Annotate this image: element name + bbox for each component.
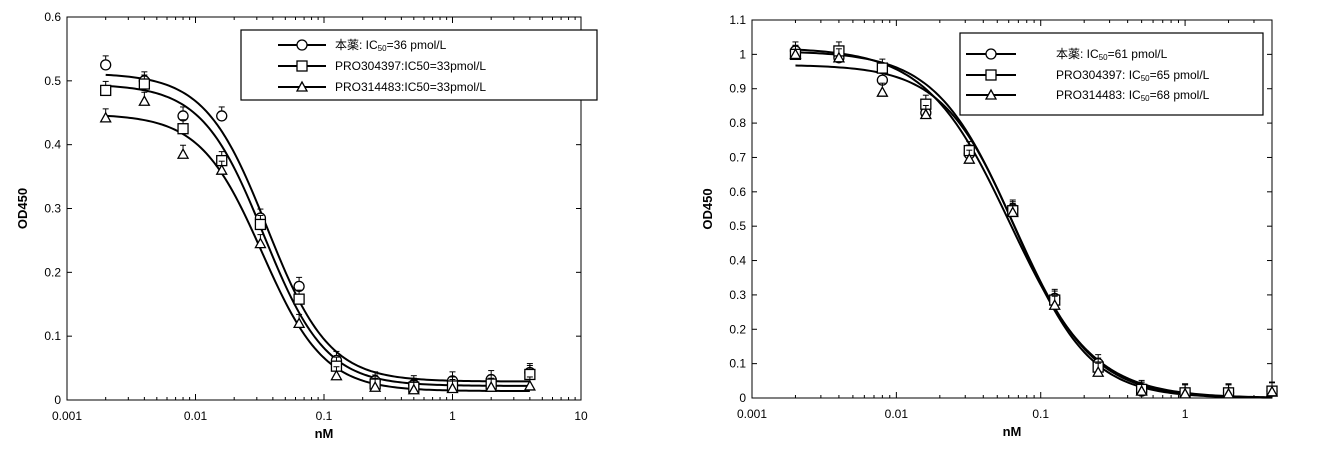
legend-entry-prefix: PRO314483: IC [1056,88,1141,102]
data-point-series-3 [446,382,459,394]
data-point-series-1 [100,59,112,71]
y-tick-label: 0.6 [44,10,61,24]
data-point-series-3 [369,380,382,392]
y-axis-title: OD450 [15,188,30,229]
data-point-series-3 [176,147,190,159]
legend-entry-prefix: 本薬: IC [1056,47,1099,61]
data-point-series-3 [963,152,976,164]
legend-marker [296,39,308,51]
data-point-series-2 [876,62,889,74]
legend-entry-suffix: =65 pmol/L [1150,68,1210,82]
x-tick-label: 0.001 [737,407,767,421]
data-point-series-3 [138,94,151,106]
data-point-series-2 [254,218,267,231]
y-tick-label: 0.7 [729,150,746,164]
legend-entry-subscript: 50 [378,44,387,53]
data-point-series-3 [99,111,112,123]
y-tick-label: 0.2 [44,265,61,279]
legend-entry-suffix: =36 pmol/L [387,38,447,52]
y-tick-label: 0.5 [729,219,746,233]
y-tick-label: 0 [54,393,61,407]
fit-curve-series-2 [105,84,530,387]
legend-marker [985,48,997,60]
legend-marker [985,69,997,81]
data-point-series-3 [330,369,343,381]
legend-marker [296,60,308,72]
x-tick-label: 1 [1182,407,1189,421]
y-tick-label: 0.8 [729,116,746,130]
data-point-series-3 [485,380,498,392]
data-point-series-2 [100,84,112,97]
plot-frame [751,19,1273,399]
data-point-series-3 [789,48,802,60]
left-chart: 0 0.1 0.2 0.3 0.4 0.5 0.6 0.001 0.01 0.1 1 10 nM OD45… [15,10,598,441]
data-point-series-3 [292,317,306,329]
x-tick-label: 0.001 [52,409,82,423]
x-axis-title: nM [1003,424,1022,439]
fit-curve-series-1 [105,73,530,383]
y-tick-label: 0.4 [44,138,61,152]
data-point-series-2 [177,123,189,135]
legend-entry-subscript: 50 [1141,94,1150,103]
y-tick-label: 0.9 [729,82,746,96]
data-point-series-3 [1006,206,1019,218]
y-tick-label: 1 [739,47,746,61]
data-point-series-3 [1092,365,1105,377]
data-point-series-3 [876,85,889,97]
data-point-series-3 [1222,387,1235,399]
data-point-series-3 [1048,298,1061,310]
legend-entry-prefix: PRO314483:IC50=33pmol/L [335,80,486,94]
x-tick-label: 0.01 [184,409,208,423]
data-point-series-3 [523,379,536,391]
fit-curve-series-3 [105,114,530,393]
data-point-series-3 [254,237,267,249]
data-point-series-1 [216,110,228,122]
legend-entry-suffix: =68 pmol/L [1150,88,1210,102]
data-point-series-2 [293,293,305,305]
y-tick-label: 0.1 [729,357,746,371]
legend-marker [984,88,998,100]
legend-entry-suffix: =61 pmol/L [1108,47,1168,61]
fit-curve-series-3 [795,64,1273,399]
data-point-series-3 [215,163,228,175]
legend-entry-prefix: 本薬: IC [335,38,378,52]
data-point-series-3 [407,383,420,395]
data-point-series-3 [1265,385,1279,397]
x-tick-label: 0.01 [885,407,909,421]
legend-entry-prefix: PRO304397:IC50=33pmol/L [335,59,486,73]
legend-marker [295,80,309,92]
data-point-series-3 [832,51,846,63]
legend-entry: 本薬: IC50=61 pmol/L [1056,47,1168,62]
data-point-series-2 [138,78,151,90]
x-tick-label: 0.1 [1032,407,1049,421]
y-tick-label: 0.5 [44,74,61,88]
legend-entry: PRO314483:IC50=33pmol/L [335,80,486,94]
y-axis-title: OD450 [700,188,715,229]
legend-entry: 本薬: IC50=36 pmol/L [335,38,447,53]
x-tick-label: 0.1 [316,409,333,423]
y-tick-label: 0 [739,391,746,405]
x-tick-label: 10 [574,409,588,423]
data-point-series-3 [1178,387,1192,399]
legend-entry: PRO304397: IC50=65 pmol/L [1056,68,1210,83]
legend-entry: PRO314483: IC50=68 pmol/L [1056,88,1210,103]
x-axis-title: nM [315,426,334,441]
x-tick-label: 1 [449,409,456,423]
y-tick-label: 0.4 [729,254,746,268]
y-tick-label: 1.1 [729,13,746,27]
right-chart: 0 0.1 0.2 0.3 0.4 0.5 0.6 0.7 0.8 0.9 1 1.1 0.001 0.0… [700,13,1279,439]
legend-entry-subscript: 50 [1099,53,1108,62]
y-tick-label: 0.3 [729,288,746,302]
legend-entry-subscript: 50 [1141,74,1150,83]
y-tick-label: 0.6 [729,185,746,199]
data-point-series-3 [1135,384,1148,396]
y-tick-label: 0.3 [44,202,61,216]
legend-entry: PRO304397:IC50=33pmol/L [335,59,486,73]
y-tick-label: 0.1 [44,329,61,343]
data-point-series-3 [919,108,932,120]
y-tick-label: 0.2 [729,322,746,336]
legend-entry-prefix: PRO304397: IC [1056,68,1141,82]
